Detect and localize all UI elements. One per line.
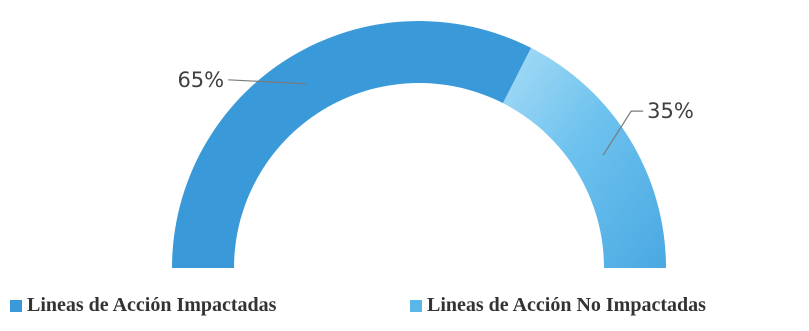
data-label-no-impactadas: 35%	[647, 99, 694, 123]
donut-slice-impactadas	[172, 20, 532, 269]
leader-line-no-impactadas	[602, 110, 644, 156]
legend-swatch-impactadas	[10, 299, 22, 312]
donut-slice-no-impactadas	[502, 47, 666, 268]
data-label-impactadas: 65%	[177, 68, 224, 92]
leader-line-impactadas	[228, 79, 307, 85]
chart-legend: Lineas de Acción Impactadas Lineas de Ac…	[0, 292, 809, 326]
semicircle-donut-chart: 65% 35%	[172, 20, 694, 269]
legend-label-no-impactadas: Lineas de Acción No Impactadas	[427, 294, 706, 316]
legend-label-impactadas: Lineas de Acción Impactadas	[27, 294, 277, 316]
legend-item-impactadas: Lineas de Acción Impactadas	[10, 294, 276, 317]
legend-swatch-no-impactadas	[410, 299, 422, 312]
legend-item-no-impactadas: Lineas de Acción No Impactadas	[410, 294, 706, 317]
